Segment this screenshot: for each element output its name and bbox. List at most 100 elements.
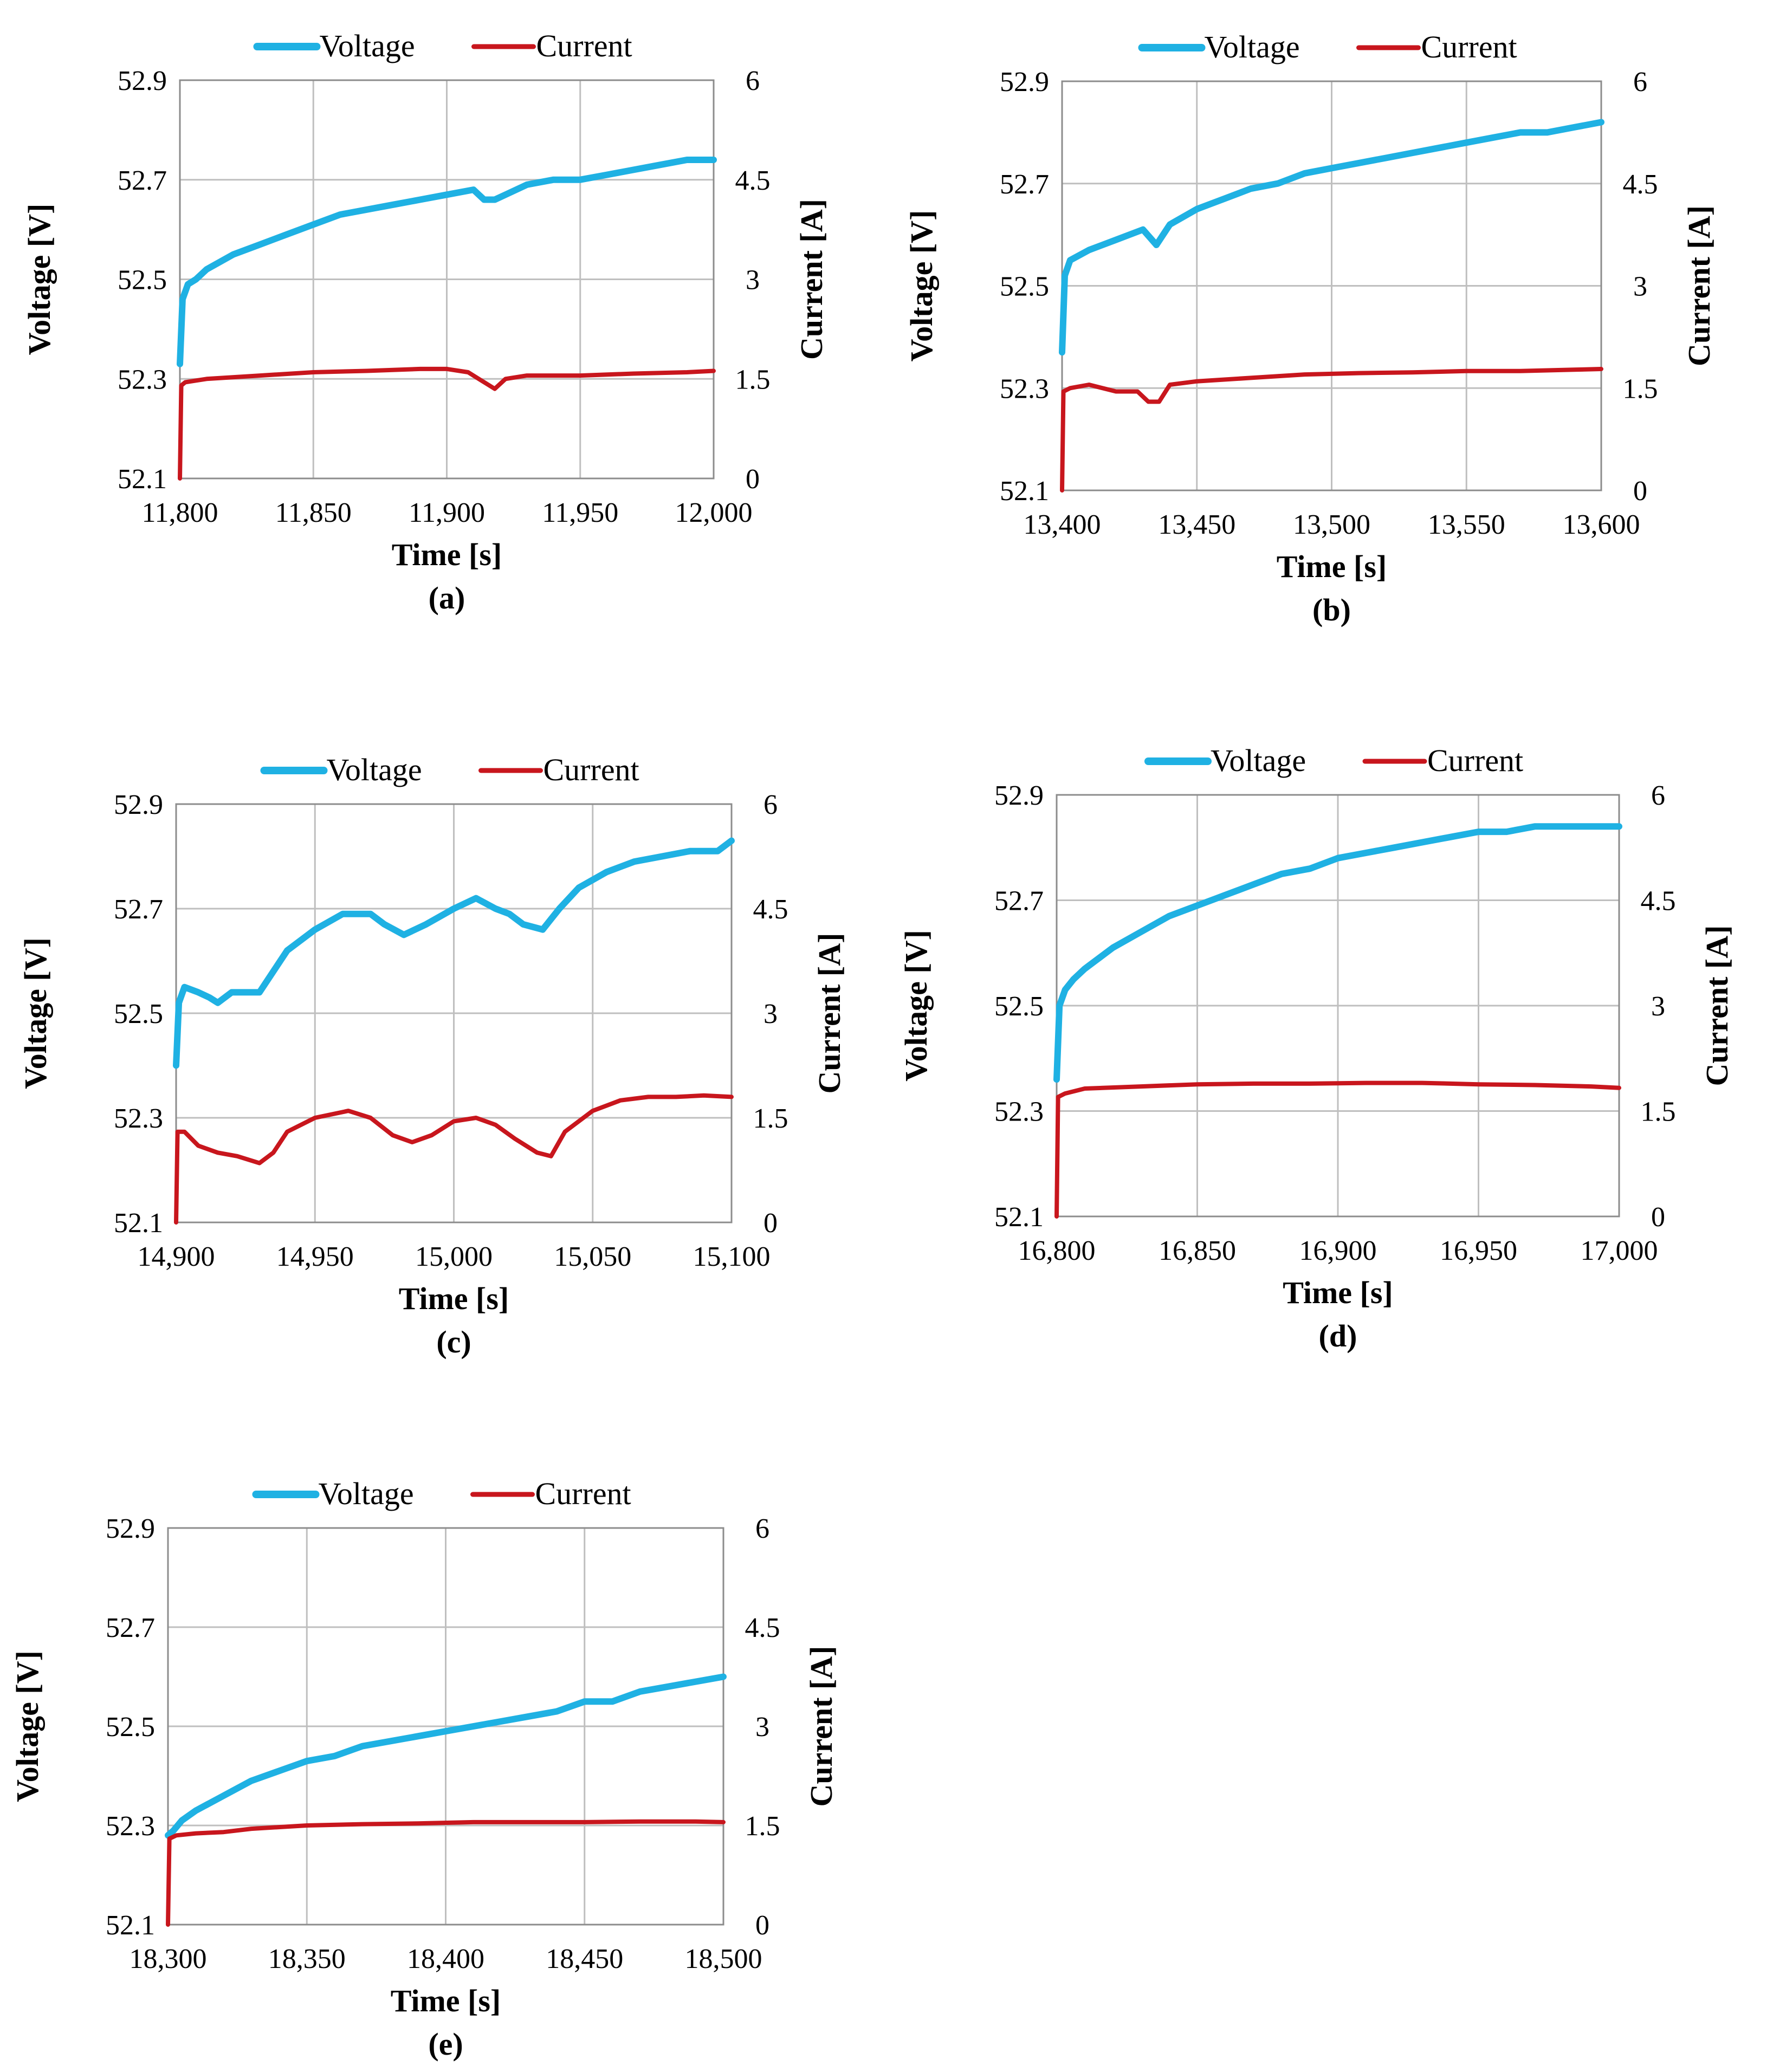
plot-frame bbox=[167, 1527, 724, 1926]
y2-tick-label: 3 bbox=[1633, 271, 1647, 302]
y-tick-label: 52.9 bbox=[994, 780, 1044, 811]
y2-tick-label: 0 bbox=[746, 464, 760, 495]
chart-panel-e: 18,300 18,350 18,400 18,450 18,500 52.1 52.3 52… bbox=[10, 1476, 839, 2062]
y-tick-label: 52.9 bbox=[1000, 67, 1049, 98]
x-tick-label: 17,000 bbox=[1581, 1235, 1658, 1266]
y-axis-title: Voltage [V] bbox=[898, 930, 934, 1082]
y-tick-label: 52.9 bbox=[118, 66, 167, 96]
series-line-voltage bbox=[173, 837, 735, 1069]
x-tick-label: 12,000 bbox=[675, 497, 753, 528]
y-tick-label: 52.7 bbox=[994, 886, 1044, 917]
legend-label-voltage: Voltage bbox=[1211, 743, 1306, 778]
panel-label: (e) bbox=[428, 2026, 463, 2062]
x-tick-label: 11,850 bbox=[275, 497, 352, 528]
y2-tick-label: 4.5 bbox=[735, 165, 771, 196]
x-tick-label: 14,900 bbox=[138, 1241, 215, 1272]
y2-tick-label: 0 bbox=[763, 1208, 778, 1239]
x-tick-label: 18,300 bbox=[130, 1944, 207, 1974]
y-tick-label: 52.3 bbox=[1000, 373, 1049, 404]
legend-label-voltage: Voltage bbox=[319, 1476, 414, 1511]
y-tick-label: 52.7 bbox=[106, 1613, 155, 1643]
y2-tick-label: 0 bbox=[755, 1910, 769, 1941]
x-tick-label: 11,950 bbox=[542, 497, 618, 528]
x-tick-label: 18,400 bbox=[407, 1944, 484, 1974]
y2-tick-label: 4.5 bbox=[1623, 169, 1658, 200]
y-axis-title: Voltage [V] bbox=[18, 937, 53, 1089]
y2-tick-label: 3 bbox=[763, 999, 778, 1029]
y-tick-label: 52.9 bbox=[106, 1513, 155, 1544]
x-tick-label: 18,350 bbox=[268, 1944, 346, 1974]
series-line-current bbox=[166, 1819, 726, 1927]
chart-panel-a: 11,800 11,850 11,900 11,950 12,000 52.1 52.3 52… bbox=[22, 28, 829, 616]
y2-tick-label: 6 bbox=[1651, 780, 1665, 811]
chart-panel-c: 14,900 14,950 15,000 15,050 15,100 52.1 52.3 52… bbox=[18, 752, 847, 1359]
series-line-current bbox=[174, 1093, 734, 1225]
x-tick-label: 11,900 bbox=[409, 497, 485, 528]
y-tick-label: 52.1 bbox=[118, 464, 167, 495]
x-axis-title: Time [s] bbox=[399, 1281, 509, 1316]
y2-axis-title: Current [A] bbox=[1681, 205, 1717, 366]
chart-panel-d: 16,800 16,850 16,900 16,950 17,000 52.1 52.3 52… bbox=[898, 743, 1735, 1354]
series-line-current bbox=[1054, 1080, 1621, 1219]
y2-tick-label: 1.5 bbox=[1641, 1097, 1676, 1128]
y2-tick-label: 1.5 bbox=[1623, 373, 1658, 404]
y2-axis-title: Current [A] bbox=[812, 933, 847, 1094]
x-axis-title: Time [s] bbox=[1283, 1275, 1393, 1310]
y-tick-label: 52.3 bbox=[118, 364, 167, 395]
x-tick-label: 15,050 bbox=[554, 1241, 631, 1272]
x-axis-title: Time [s] bbox=[392, 537, 502, 572]
plot-frame bbox=[179, 79, 715, 480]
y2-tick-label: 3 bbox=[746, 265, 760, 296]
y2-tick-label: 1.5 bbox=[735, 364, 771, 395]
x-tick-label: 14,950 bbox=[276, 1241, 354, 1272]
x-tick-label: 18,450 bbox=[546, 1944, 623, 1974]
y2-axis-title: Current [A] bbox=[804, 1646, 839, 1807]
panel-label: (c) bbox=[436, 1324, 471, 1359]
y-tick-label: 52.1 bbox=[114, 1208, 163, 1239]
y-tick-label: 52.9 bbox=[114, 789, 163, 820]
y-axis-title: Voltage [V] bbox=[904, 210, 939, 362]
y-tick-label: 52.5 bbox=[1000, 271, 1049, 302]
y2-tick-label: 1.5 bbox=[753, 1103, 788, 1134]
legend-label-current: Current bbox=[1421, 29, 1517, 64]
y-tick-label: 52.5 bbox=[994, 991, 1044, 1022]
y-axis-title: Voltage [V] bbox=[22, 204, 57, 355]
y2-tick-label: 4.5 bbox=[745, 1613, 780, 1643]
x-tick-label: 13,500 bbox=[1293, 509, 1370, 540]
legend-label-current: Current bbox=[543, 752, 639, 787]
x-axis-title: Time [s] bbox=[391, 1983, 501, 2018]
panel-label: (a) bbox=[429, 580, 465, 616]
y-tick-label: 52.1 bbox=[1000, 476, 1049, 507]
y-tick-label: 52.7 bbox=[1000, 169, 1049, 200]
series-line-current bbox=[1060, 367, 1603, 493]
y-tick-label: 52.3 bbox=[994, 1097, 1044, 1128]
y-tick-label: 52.5 bbox=[106, 1712, 155, 1743]
x-tick-label: 11,800 bbox=[141, 497, 218, 528]
x-tick-label: 16,900 bbox=[1299, 1235, 1377, 1266]
x-tick-label: 16,850 bbox=[1159, 1235, 1236, 1266]
y2-tick-label: 3 bbox=[1651, 991, 1665, 1022]
legend-label-voltage: Voltage bbox=[320, 28, 415, 63]
series-line-voltage bbox=[177, 157, 717, 367]
y2-tick-label: 0 bbox=[1633, 476, 1647, 507]
x-axis-title: Time [s] bbox=[1277, 549, 1387, 584]
x-tick-label: 13,450 bbox=[1158, 509, 1235, 540]
y-tick-label: 52.7 bbox=[118, 165, 167, 196]
y-axis-title: Voltage [V] bbox=[10, 1650, 45, 1802]
y2-tick-label: 4.5 bbox=[1641, 886, 1676, 917]
y2-tick-label: 3 bbox=[755, 1712, 769, 1743]
chart-panel-b: 13,400 13,450 13,500 13,550 13,600 52.1 52.3 52… bbox=[904, 29, 1717, 627]
y2-tick-label: 4.5 bbox=[753, 894, 788, 925]
series-line-current bbox=[178, 366, 716, 481]
y2-tick-label: 6 bbox=[1633, 67, 1647, 98]
x-tick-label: 13,400 bbox=[1024, 509, 1101, 540]
y2-tick-label: 6 bbox=[746, 66, 760, 96]
y-tick-label: 52.3 bbox=[114, 1103, 163, 1134]
y-tick-label: 52.5 bbox=[118, 265, 167, 296]
y2-tick-label: 6 bbox=[755, 1513, 769, 1544]
y2-tick-label: 0 bbox=[1651, 1202, 1665, 1233]
legend-label-current: Current bbox=[536, 28, 632, 63]
x-tick-label: 18,500 bbox=[685, 1944, 762, 1974]
series-line-voltage bbox=[165, 1673, 727, 1839]
